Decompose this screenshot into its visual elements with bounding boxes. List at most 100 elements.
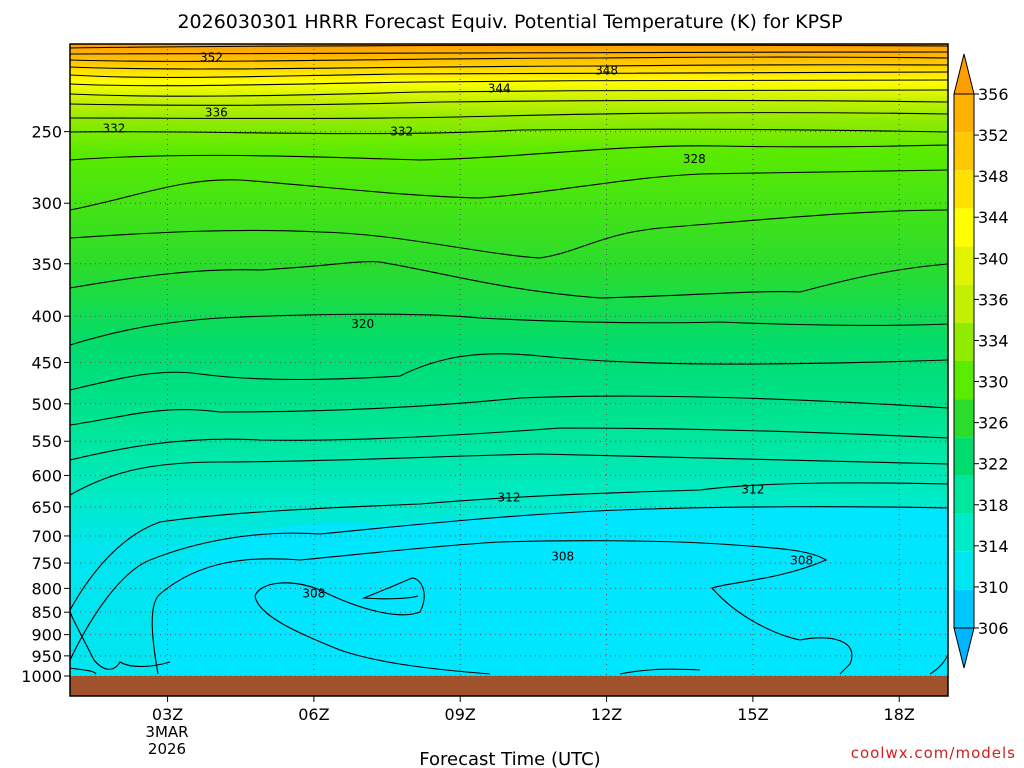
x-tick-label: 09Z bbox=[445, 705, 476, 724]
contour-line bbox=[69, 453, 949, 496]
colorbar: 356 352 348 344 340 336 334 330 326 322 318 314 310 3… bbox=[953, 53, 1009, 669]
colorbar-label: 310 bbox=[978, 578, 1009, 597]
colorbar-label: 314 bbox=[978, 537, 1009, 556]
date-label-line-1: 3MAR bbox=[145, 723, 188, 741]
colorbar-label: 322 bbox=[978, 455, 1009, 474]
colorbar-swatch bbox=[954, 246, 974, 285]
contour-line bbox=[69, 112, 949, 120]
colorbar-swatch bbox=[954, 170, 974, 209]
contour-line bbox=[69, 482, 949, 611]
contour-line bbox=[69, 89, 949, 97]
colorbar-swatch bbox=[954, 208, 974, 247]
colorbar-label: 352 bbox=[978, 126, 1009, 145]
contour-line bbox=[69, 99, 949, 106]
y-tick-label: 500 bbox=[31, 395, 62, 414]
contour-label: 312 bbox=[498, 491, 521, 505]
plot-area: 352 348 344 336 332 332 328 320 312 312 308 308 308 bbox=[69, 43, 949, 697]
colorbar-label: 306 bbox=[978, 619, 1009, 638]
colorbar-frame bbox=[953, 93, 975, 629]
contour-line bbox=[69, 169, 949, 211]
contour-line bbox=[69, 128, 949, 135]
x-tick-label: 12Z bbox=[591, 705, 622, 724]
colorbar-label: 340 bbox=[978, 249, 1009, 268]
contour-line bbox=[69, 611, 171, 670]
contour-lines bbox=[69, 44, 949, 675]
contour-line bbox=[69, 427, 949, 461]
y-tick-label: 250 bbox=[31, 123, 62, 142]
contour-line bbox=[69, 79, 949, 87]
contour-line bbox=[69, 353, 949, 391]
colorbar-label: 326 bbox=[978, 414, 1009, 433]
colorbar-swatch bbox=[954, 399, 974, 438]
colorbar-swatch bbox=[954, 551, 974, 590]
y-tick-label: 950 bbox=[31, 647, 62, 666]
contour-line bbox=[69, 51, 949, 55]
colorbar-label: 330 bbox=[978, 373, 1009, 392]
colorbar-label: 356 bbox=[978, 85, 1009, 104]
colorbar-swatch bbox=[954, 589, 974, 628]
contour-line bbox=[69, 261, 949, 299]
colorbar-swatch bbox=[954, 475, 974, 514]
colorbar-swatch bbox=[954, 284, 974, 323]
contour-label: 352 bbox=[200, 51, 223, 65]
contour-line bbox=[69, 44, 949, 49]
colorbar-swatch bbox=[954, 94, 974, 133]
contour-line bbox=[69, 506, 949, 661]
colorbar-swatch bbox=[954, 132, 974, 171]
y-axis: 250 300 350 400 450 500 550 600 650 700 750 800 850 9… bbox=[21, 123, 70, 686]
contour-line bbox=[619, 668, 701, 675]
colorbar-label: 318 bbox=[978, 496, 1009, 515]
contour-label: 308 bbox=[551, 550, 574, 564]
ground-surface bbox=[70, 676, 948, 696]
y-tick-label: 700 bbox=[31, 527, 62, 546]
contour-label: 344 bbox=[488, 82, 511, 96]
contour-label: 332 bbox=[390, 125, 413, 139]
date-label-line-2: 2026 bbox=[148, 740, 186, 758]
contour-label: 348 bbox=[595, 64, 618, 78]
y-tick-label: 850 bbox=[31, 603, 62, 622]
contour-label: 332 bbox=[102, 121, 125, 135]
contour-line bbox=[69, 56, 949, 62]
y-tick-label: 450 bbox=[31, 353, 62, 372]
colorbar-swatch bbox=[954, 513, 974, 552]
colorbar-arrow-top bbox=[953, 53, 975, 95]
colorbar-swatch bbox=[954, 361, 974, 400]
contour-label: 308 bbox=[790, 553, 813, 567]
colorbar-label: 348 bbox=[978, 167, 1009, 186]
contour-label: 328 bbox=[683, 152, 706, 166]
x-tick-label: 06Z bbox=[298, 705, 329, 724]
contour-line bbox=[69, 71, 949, 78]
cold-pool-region bbox=[156, 506, 949, 676]
contour-line bbox=[254, 595, 491, 675]
colorbar-label: 334 bbox=[978, 331, 1009, 350]
chart-title: 2026030301 HRRR Forecast Equiv. Potentia… bbox=[177, 11, 842, 33]
contour-label: 336 bbox=[205, 105, 228, 119]
x-axis: 03Z 06Z 09Z 12Z 15Z 18Z bbox=[152, 696, 915, 724]
x-tick-label: 15Z bbox=[737, 705, 768, 724]
colorbar-swatch bbox=[954, 437, 974, 476]
contour-line bbox=[69, 64, 949, 70]
contour-label: 308 bbox=[302, 586, 325, 600]
contour-line bbox=[69, 209, 949, 259]
y-tick-label: 900 bbox=[31, 626, 62, 645]
x-axis-title: Forecast Time (UTC) bbox=[419, 749, 600, 768]
y-tick-label: 550 bbox=[31, 432, 62, 451]
y-tick-label: 350 bbox=[31, 255, 62, 274]
y-tick-label: 800 bbox=[31, 579, 62, 598]
y-tick-label: 1000 bbox=[21, 667, 62, 686]
contour-line bbox=[69, 313, 949, 346]
y-tick-label: 300 bbox=[31, 194, 62, 213]
contour-labels: 352 348 344 336 332 332 328 320 312 312 308 308 308 bbox=[102, 51, 813, 601]
contour-label: 320 bbox=[351, 317, 374, 331]
y-tick-label: 650 bbox=[31, 498, 62, 517]
colorbar-swatch bbox=[954, 322, 974, 361]
colorbar-arrow-bottom bbox=[953, 627, 975, 669]
colorbar-label: 344 bbox=[978, 208, 1009, 227]
x-tick-label: 03Z bbox=[152, 705, 183, 724]
y-tick-label: 400 bbox=[31, 307, 62, 326]
x-tick-label: 18Z bbox=[884, 705, 915, 724]
y-tick-label: 600 bbox=[31, 466, 62, 485]
y-tick-label: 750 bbox=[31, 554, 62, 573]
colorbar-label: 336 bbox=[978, 290, 1009, 309]
